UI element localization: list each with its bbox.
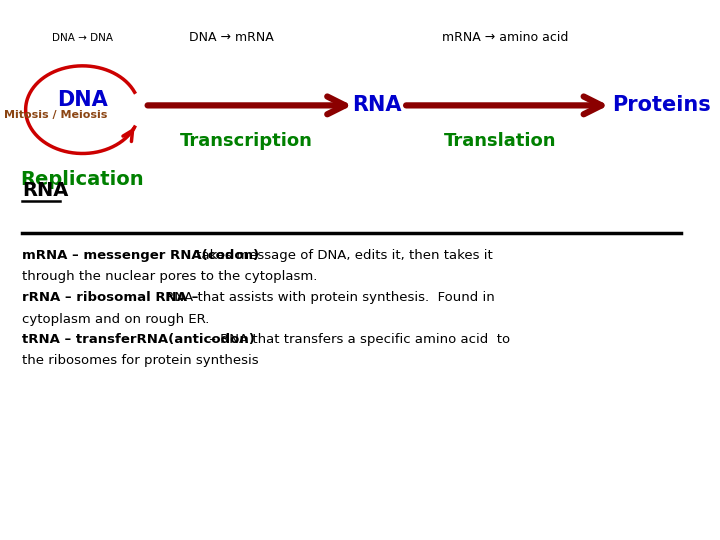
Text: the ribosomes for protein synthesis: the ribosomes for protein synthesis [22,354,258,367]
Text: Mitosis / Meiosis: Mitosis / Meiosis [4,110,107,120]
Text: Transcription: Transcription [180,132,313,150]
Text: takes message of DNA, edits it, then takes it: takes message of DNA, edits it, then tak… [192,248,493,261]
Text: DNA → mRNA: DNA → mRNA [189,31,274,44]
Text: mRNA → amino acid: mRNA → amino acid [442,31,568,44]
Text: tRNA – transferRNA(anticodon): tRNA – transferRNA(anticodon) [22,333,255,346]
Text: RNA: RNA [22,181,68,200]
Text: Replication: Replication [21,170,144,188]
Text: mRNA – messenger RNA(codon): mRNA – messenger RNA(codon) [22,248,259,261]
Text: cytoplasm and on rough ER.: cytoplasm and on rough ER. [22,313,210,326]
Text: DNA → DNA: DNA → DNA [52,33,113,43]
Text: RNA that assists with protein synthesis.  Found in: RNA that assists with protein synthesis.… [161,292,495,305]
Text: Translation: Translation [444,132,557,150]
Text: DNA: DNA [57,90,108,110]
Text: rRNA – ribosomal RNA –: rRNA – ribosomal RNA – [22,292,199,305]
Text: – RNA that transfers a specific amino acid  to: – RNA that transfers a specific amino ac… [205,333,510,346]
Text: Proteins: Proteins [612,96,711,116]
Text: RNA: RNA [352,96,402,116]
Text: through the nuclear pores to the cytoplasm.: through the nuclear pores to the cytopla… [22,270,318,283]
